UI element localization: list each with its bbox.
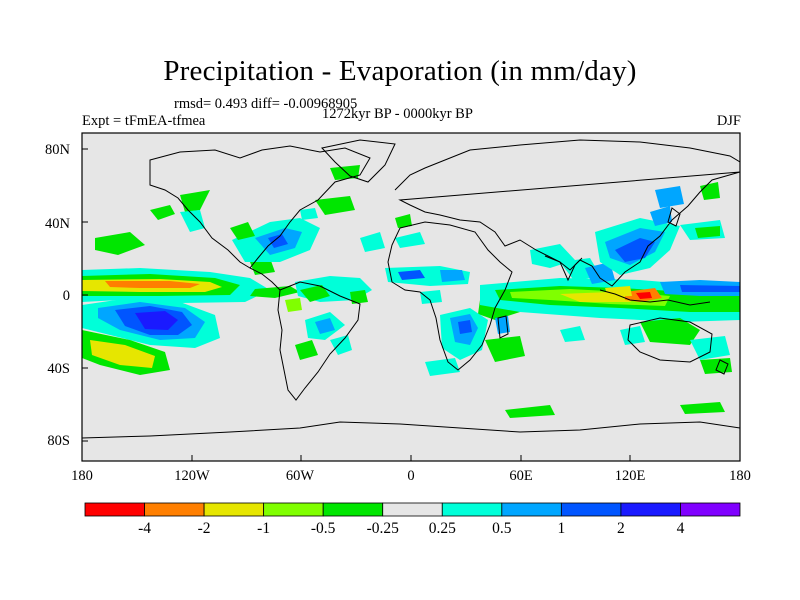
southern-africa-wet-max [458,320,472,334]
colorbar-swatch [84,502,145,517]
lon-label-180e: 180 [729,468,751,484]
colorbar [84,502,741,517]
north-pacific-green-patch [150,205,175,220]
central-america-coast [249,267,281,291]
colorbar-label: -0.5 [310,520,336,537]
colorbar-swatch [680,502,741,517]
north-atlantic-green [315,196,355,215]
gulf-of-guinea-dry [420,290,442,304]
lon-label-60w: 60W [285,468,315,484]
colorbar-label: 0.25 [428,520,456,537]
sahel-wet-core-2 [440,270,465,282]
north-africa-wet [395,232,425,248]
colorbar-swatch [203,502,265,517]
west-pacific-wet-band-core [680,285,740,292]
maritime-continent-yellow [605,286,632,297]
australia-wet [620,326,645,345]
colorbar-label: 4 [676,520,685,537]
sahel-wet-core [398,270,425,280]
south-america-green-patch [295,340,318,360]
japan-coast [667,207,681,227]
south-indian-green [485,336,525,362]
east-china-sea-wet [650,206,672,226]
new-zealand-coast [715,359,729,375]
north-atlantic-green-2 [330,165,360,180]
madagascar-coast [497,315,509,339]
colorbar-label: -0.25 [366,520,399,537]
lon-label-120e: 120E [614,468,646,484]
lat-label-80n: 80N [45,142,70,158]
antarctica-coast [82,421,740,439]
brazil-green [285,298,302,312]
lon-label-180w: 180 [71,468,93,484]
greenland-coast [321,139,396,183]
season-label: DJF [716,113,741,129]
lat-label-40s: 40S [47,361,70,377]
colorbar-label: -1 [257,520,271,537]
central-pacific-dry-core [105,281,200,288]
south-america-coast [277,281,361,401]
south-atlantic-green [350,290,368,304]
colorbar-label: 1 [557,520,566,537]
amazon-wet-core [315,318,335,334]
lat-label-80s: 80S [47,433,70,449]
north-pacific-green-asia [695,226,720,238]
pe-field [82,133,740,461]
colorbar-label: 2 [617,520,625,537]
north-america-west-coast-wet [180,210,205,232]
north-atlantic-wet-2 [300,208,318,220]
colorbar-label: 0.5 [492,520,512,537]
west-pacific-north-wet [655,186,684,208]
stats-label: rmsd= 0.493 diff= -0.00968905 [174,96,358,112]
central-pacific-north-green [95,232,145,255]
atlantic-itcz-green [300,285,330,302]
colorbar-label: -4 [138,520,151,537]
east-coast-green-fringe [230,222,255,240]
alaska-green [180,190,210,212]
axis-ticks [82,148,631,461]
experiment-label: Expt = tFmEA-tfmea [82,113,206,129]
lon-label-60e: 60E [509,468,533,484]
north-america-coast [149,145,371,269]
mid-atlantic-wet [360,232,385,252]
southern-ocean-green-2 [680,402,725,414]
south-atlantic-wet [330,335,352,355]
period-label: 1272kyr BP - 0000kyr BP [322,106,473,122]
india-coast [544,255,583,282]
lat-label-40n: 40N [45,216,70,232]
indonesia-coast [599,289,711,306]
africa-coast [387,221,513,371]
australia-coast [627,317,713,363]
indian-ocean-south-wet [560,326,585,342]
lon-label-120w: 120W [174,468,210,484]
eurasia-coast [394,139,740,287]
coastlines [82,139,740,439]
east-coast-wet-max [268,234,288,248]
colorbar-swatch [144,502,205,517]
colorbar-label: -2 [197,520,211,537]
west-pacific-wet-core [615,238,655,262]
south-pacific-dry-patch-core [90,340,155,368]
colorbar-swatch [382,502,443,517]
maritime-continent-dry-core [636,292,652,299]
colorbar-swatch [263,502,324,517]
colorbar-swatch [441,502,503,517]
australia-green [640,318,700,345]
figure-title: Precipitation - Evaporation (in mm/day) [163,55,637,87]
lon-label-0: 0 [407,468,415,484]
south-pacific-wet-max [135,311,178,330]
colorbar-swatch [620,502,681,517]
southern-ocean-green [505,405,555,418]
lat-label-0: 0 [62,288,70,304]
colorbar-swatch [322,502,384,517]
west-africa-green [395,214,412,228]
east-pacific-green-tail [250,286,300,298]
southwest-africa-wet [425,358,460,376]
colorbar-swatch [560,502,622,517]
colorbar-swatch [501,502,562,517]
